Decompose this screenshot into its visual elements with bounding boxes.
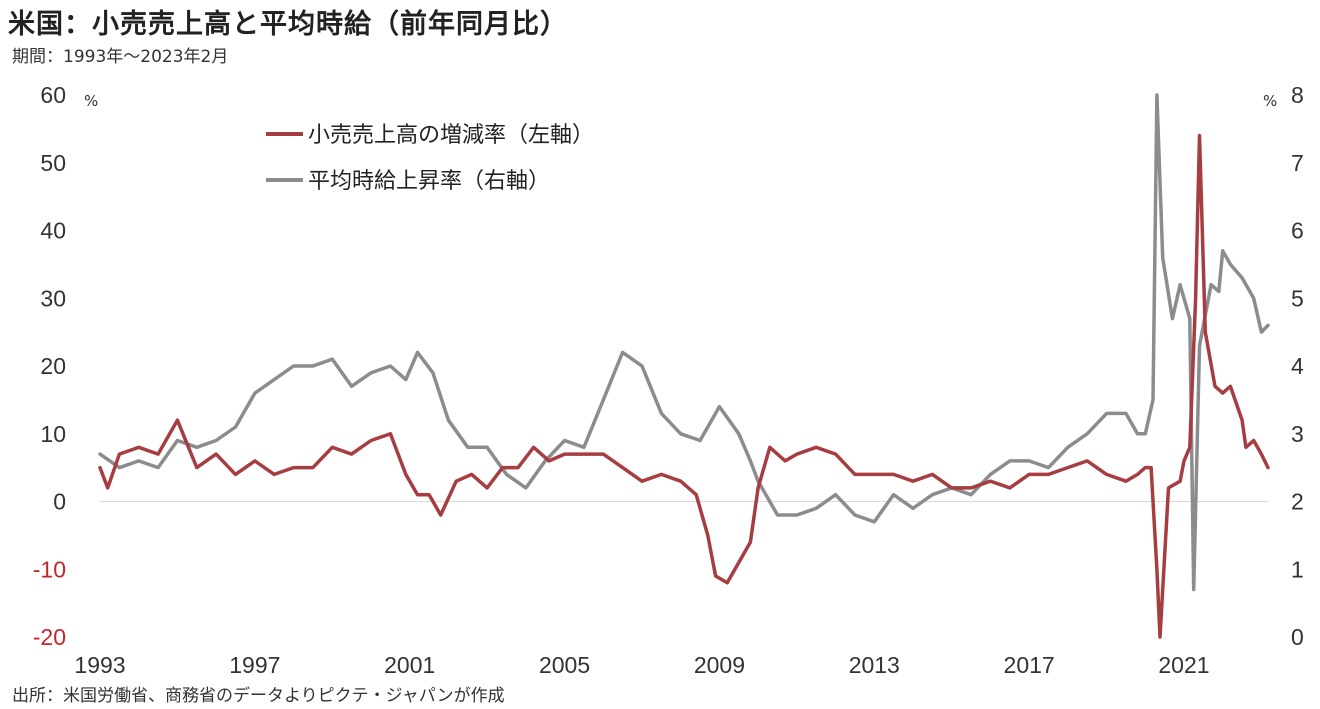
left-tick-label: -10: [33, 556, 66, 582]
x-tick-label: 1993: [74, 652, 125, 678]
left-axis: 60 50 40 30 20 10 0 -10 -20%: [33, 82, 99, 650]
left-tick-label: -20: [33, 624, 66, 650]
left-tick-label: 20: [40, 353, 66, 379]
right-tick-label: 1: [1291, 556, 1304, 582]
legend-label: 平均時給上昇率（右軸）: [308, 169, 550, 194]
x-tick-label: 1997: [229, 652, 280, 678]
left-tick-label: 0: [53, 489, 66, 515]
right-tick-label: 5: [1291, 285, 1304, 311]
retail-sales-line: [98, 133, 1270, 639]
legend-label: 小売売上高の増減率（左軸）: [308, 123, 594, 148]
series-group: [98, 93, 1270, 639]
right-axis-unit: %: [1263, 92, 1277, 110]
left-tick-label: 10: [40, 421, 66, 447]
right-tick-label: 4: [1291, 353, 1304, 379]
x-tick-label: 2017: [1004, 652, 1055, 678]
right-tick-label: 6: [1291, 218, 1304, 244]
x-axis: 1993 1997 2001 2005 2009 2013 2017 2021: [74, 652, 1209, 678]
x-tick-label: 2013: [849, 652, 900, 678]
right-tick-label: 8: [1291, 82, 1304, 108]
left-tick-label: 40: [40, 218, 66, 244]
left-axis-unit: %: [84, 92, 98, 110]
x-tick-label: 2001: [384, 652, 435, 678]
source-note: 出所：米国労働省、商務省のデータよりピクテ・ジャパンが作成: [12, 686, 505, 706]
right-tick-label: 3: [1291, 421, 1304, 447]
left-tick-label: 60: [40, 82, 66, 108]
legend: 小売売上高の増減率（左軸） 平均時給上昇率（右軸）: [266, 123, 594, 194]
right-tick-label: 7: [1291, 150, 1304, 176]
left-tick-label: 50: [40, 150, 66, 176]
right-tick-label: 0: [1291, 624, 1304, 650]
right-axis: 8 7 6 5 4 3 2 1 0%: [1263, 82, 1304, 650]
left-tick-label: 30: [40, 285, 66, 311]
chart-title: 米国：小売売上高と平均時給（前年同月比）: [8, 9, 568, 40]
x-tick-label: 2021: [1158, 652, 1209, 678]
hourly-wage-line: [98, 93, 1270, 592]
right-tick-label: 2: [1291, 489, 1304, 515]
chart-subtitle: 期間：1993年～2023年2月: [12, 47, 229, 67]
x-tick-label: 2005: [539, 652, 590, 678]
x-tick-label: 2009: [694, 652, 745, 678]
